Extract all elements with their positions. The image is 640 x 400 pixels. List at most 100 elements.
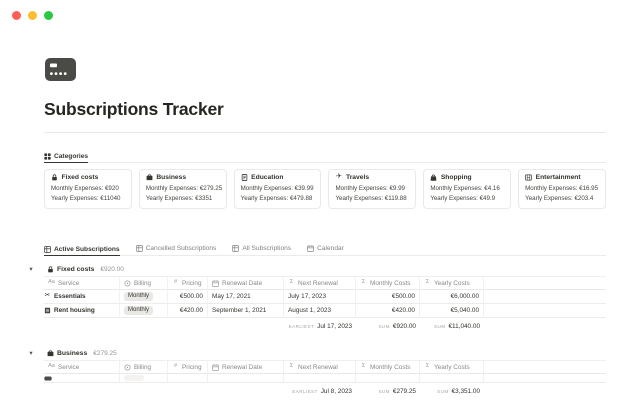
column-header-service[interactable]: Aa Service bbox=[44, 360, 120, 374]
cell-pricing[interactable]: €500.00 bbox=[168, 290, 208, 304]
column-header-next-renewal[interactable]: Σ Next Renewal bbox=[284, 360, 356, 374]
category-card-fixed-costs[interactable]: Fixed costs Monthly Expenses: €920 Yearly … bbox=[44, 169, 132, 209]
category-yearly-expenses: Yearly Expenses: €479.88 bbox=[240, 194, 313, 202]
footer-empty bbox=[44, 318, 120, 334]
column-header-monthly-costs[interactable]: Σ Monthly Costs bbox=[356, 276, 420, 290]
category-card-header: Entertainment bbox=[525, 174, 599, 181]
calc-label: SUM bbox=[434, 323, 446, 329]
cell-service[interactable] bbox=[44, 374, 120, 383]
table-icon bbox=[135, 245, 143, 252]
select-icon bbox=[124, 363, 131, 371]
category-name: Travels bbox=[345, 174, 370, 181]
tab-label: Active Subscriptions bbox=[54, 245, 120, 253]
calc-value: €3,351.00 bbox=[451, 387, 480, 395]
column-header-next-renewal[interactable]: Σ Next Renewal bbox=[284, 276, 356, 290]
column-header-renewal-date[interactable]: Renewal Date bbox=[208, 276, 284, 290]
footer-yearly-sum[interactable]: SUM €3,351.00 bbox=[420, 383, 484, 399]
zoom-button[interactable] bbox=[44, 11, 53, 20]
tab-categories[interactable]: Categories bbox=[44, 152, 89, 163]
cell-empty bbox=[420, 374, 484, 383]
footer-earliest[interactable]: EARLIEST Jul 17, 2023 bbox=[284, 318, 356, 334]
footer-earliest[interactable]: EARLIEST Jul 8, 2023 bbox=[284, 383, 356, 399]
cell-spacer bbox=[484, 304, 606, 318]
number-icon: # bbox=[173, 363, 178, 370]
column-label: Monthly Costs bbox=[370, 363, 411, 371]
calc-label: EARLIEST bbox=[288, 323, 315, 329]
cell-next-renewal[interactable]: July 17, 2023 bbox=[284, 290, 356, 304]
column-header-monthly-costs[interactable]: Σ Monthly Costs bbox=[356, 360, 420, 374]
column-label: Yearly Costs bbox=[434, 279, 470, 287]
calc-value: Jul 8, 2023 bbox=[320, 387, 352, 395]
table-icon bbox=[232, 245, 240, 252]
credit-card-icon[interactable] bbox=[45, 58, 76, 81]
close-button[interactable] bbox=[12, 11, 21, 20]
footer-empty bbox=[484, 383, 606, 399]
category-yearly-expenses: Yearly Expenses: €119.88 bbox=[335, 194, 407, 202]
category-card-shopping[interactable]: Shopping Monthly Expenses: €4.16 Yearly Ex… bbox=[423, 169, 512, 209]
group-name[interactable]: Business bbox=[57, 349, 88, 357]
cell-yearly-costs[interactable]: €5,040.00 bbox=[420, 304, 484, 318]
cell-next-renewal[interactable]: August 1, 2023 bbox=[284, 304, 356, 318]
table-group-business: ▾ Business €279.25 Aa Service Billing # Pricing… bbox=[29, 346, 606, 399]
calc-label: SUM bbox=[378, 388, 390, 394]
footer-yearly-sum[interactable]: SUM €11,040.00 bbox=[420, 318, 484, 334]
category-card-business[interactable]: Business Monthly Expenses: €279.25 Yearly … bbox=[138, 169, 227, 209]
cell-yearly-costs[interactable]: €6,000.00 bbox=[420, 290, 484, 304]
footer-empty bbox=[168, 318, 208, 334]
column-header-pricing[interactable]: # Pricing bbox=[168, 276, 208, 290]
minimize-button[interactable] bbox=[28, 11, 37, 20]
cell-pricing[interactable]: €420.00 bbox=[168, 304, 208, 318]
column-header-service[interactable]: Aa Service bbox=[44, 276, 120, 290]
column-header-yearly-costs[interactable]: Σ Yearly Costs bbox=[420, 360, 484, 374]
select-icon bbox=[124, 279, 131, 287]
tab-all-subscriptions[interactable]: All Subscriptions bbox=[232, 245, 291, 256]
category-name: Business bbox=[156, 174, 187, 181]
briefcase-icon bbox=[146, 174, 153, 181]
footer-monthly-sum[interactable]: SUM €920.00 bbox=[356, 318, 420, 334]
tab-cancelled-subscriptions[interactable]: Cancelled Subscriptions bbox=[135, 245, 217, 256]
chevron-down-icon[interactable]: ▾ bbox=[29, 266, 33, 273]
column-header-spacer bbox=[484, 276, 606, 290]
formula-icon: Σ bbox=[361, 279, 366, 286]
category-yearly-expenses: Yearly Expenses: €203.4 bbox=[525, 194, 594, 202]
table-group-fixed-costs: ▾ Fixed costs €920.00 Aa Service Billing # Pric… bbox=[29, 262, 606, 334]
table-icon bbox=[44, 245, 51, 253]
calc-value: €279.25 bbox=[392, 387, 416, 395]
category-card-travels[interactable]: ✈ Travels Monthly Expenses: €9.99 Yearly Ex… bbox=[328, 169, 417, 209]
category-card-entertainment[interactable]: Entertainment Monthly Expenses: €16.95 Yea… bbox=[518, 169, 606, 209]
formula-icon: Σ bbox=[361, 363, 366, 370]
tab-active-subscriptions[interactable]: Active Subscriptions bbox=[44, 245, 120, 256]
column-header-renewal-date[interactable]: Renewal Date bbox=[208, 360, 284, 374]
cell-monthly-costs[interactable]: €500.00 bbox=[356, 290, 420, 304]
cell-renewal-date[interactable]: September 1, 2021 bbox=[208, 304, 284, 318]
building-icon bbox=[44, 307, 51, 314]
group-header: ▾ Business €279.25 bbox=[27, 346, 606, 360]
cell-billing[interactable]: Monthly bbox=[120, 304, 168, 318]
column-header-pricing[interactable]: # Pricing bbox=[168, 360, 208, 374]
formula-icon: Σ bbox=[425, 363, 430, 370]
grid-icon bbox=[44, 152, 51, 160]
table-header-row: Aa Service Billing # Pricing Renewal Date Σ Nex… bbox=[44, 276, 606, 290]
cell-billing[interactable]: Monthly bbox=[120, 290, 168, 304]
column-label: Next Renewal bbox=[298, 279, 338, 287]
cell-empty bbox=[356, 374, 420, 383]
tab-calendar[interactable]: Calendar bbox=[307, 245, 344, 256]
group-name[interactable]: Fixed costs bbox=[57, 265, 95, 273]
cell-monthly-costs[interactable]: €420.00 bbox=[356, 304, 420, 318]
footer-monthly-sum[interactable]: SUM €279.25 bbox=[356, 383, 420, 399]
footer-empty bbox=[208, 383, 284, 399]
footer-empty bbox=[120, 318, 168, 334]
tab-label: Cancelled Subscriptions bbox=[145, 245, 217, 252]
cell-service[interactable]: ✂ Essentials bbox=[44, 290, 120, 304]
column-header-yearly-costs[interactable]: Σ Yearly Costs bbox=[420, 276, 484, 290]
cell-billing[interactable] bbox=[120, 374, 168, 383]
chevron-down-icon[interactable]: ▾ bbox=[29, 350, 33, 357]
billing-tag bbox=[124, 375, 144, 381]
category-card-education[interactable]: Education Monthly Expenses: €39.99 Yearly … bbox=[233, 169, 322, 209]
book-icon bbox=[241, 174, 248, 181]
column-header-billing[interactable]: Billing bbox=[120, 360, 168, 374]
category-card-header: Education bbox=[241, 174, 315, 181]
cell-renewal-date[interactable]: May 17, 2021 bbox=[208, 290, 284, 304]
column-header-billing[interactable]: Billing bbox=[120, 276, 168, 290]
cell-service[interactable]: Rent housing bbox=[44, 304, 120, 318]
